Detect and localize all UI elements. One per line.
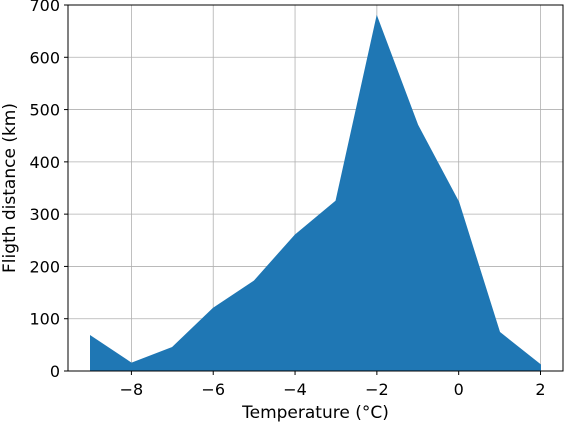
x-tick-label: 0 xyxy=(454,380,464,399)
x-tick-label: −8 xyxy=(120,380,144,399)
y-tick-label: 300 xyxy=(29,205,60,224)
plot-frame xyxy=(67,4,564,372)
x-axis-label: Temperature (°C) xyxy=(241,403,389,422)
y-axis: 0 100 200 300 400 500 600 700 xyxy=(29,0,68,381)
plot-area xyxy=(90,14,541,372)
y-tick-label: 500 xyxy=(29,101,60,120)
y-tick-label: 100 xyxy=(29,310,60,329)
y-tick-label: 400 xyxy=(29,153,60,172)
x-axis: −8 −6 −4 −2 0 2 xyxy=(120,371,546,399)
area-series xyxy=(90,14,541,372)
y-tick-label: 600 xyxy=(29,48,60,67)
y-tick-label: 200 xyxy=(29,257,60,276)
x-tick-label: −4 xyxy=(283,380,307,399)
x-tick-label: −2 xyxy=(365,380,389,399)
x-tick-label: −6 xyxy=(201,380,225,399)
y-tick-label: 0 xyxy=(50,362,60,381)
y-axis-label: Fligth distance (km) xyxy=(0,103,20,273)
y-tick-label: 700 xyxy=(29,0,60,15)
x-tick-label: 2 xyxy=(535,380,545,399)
